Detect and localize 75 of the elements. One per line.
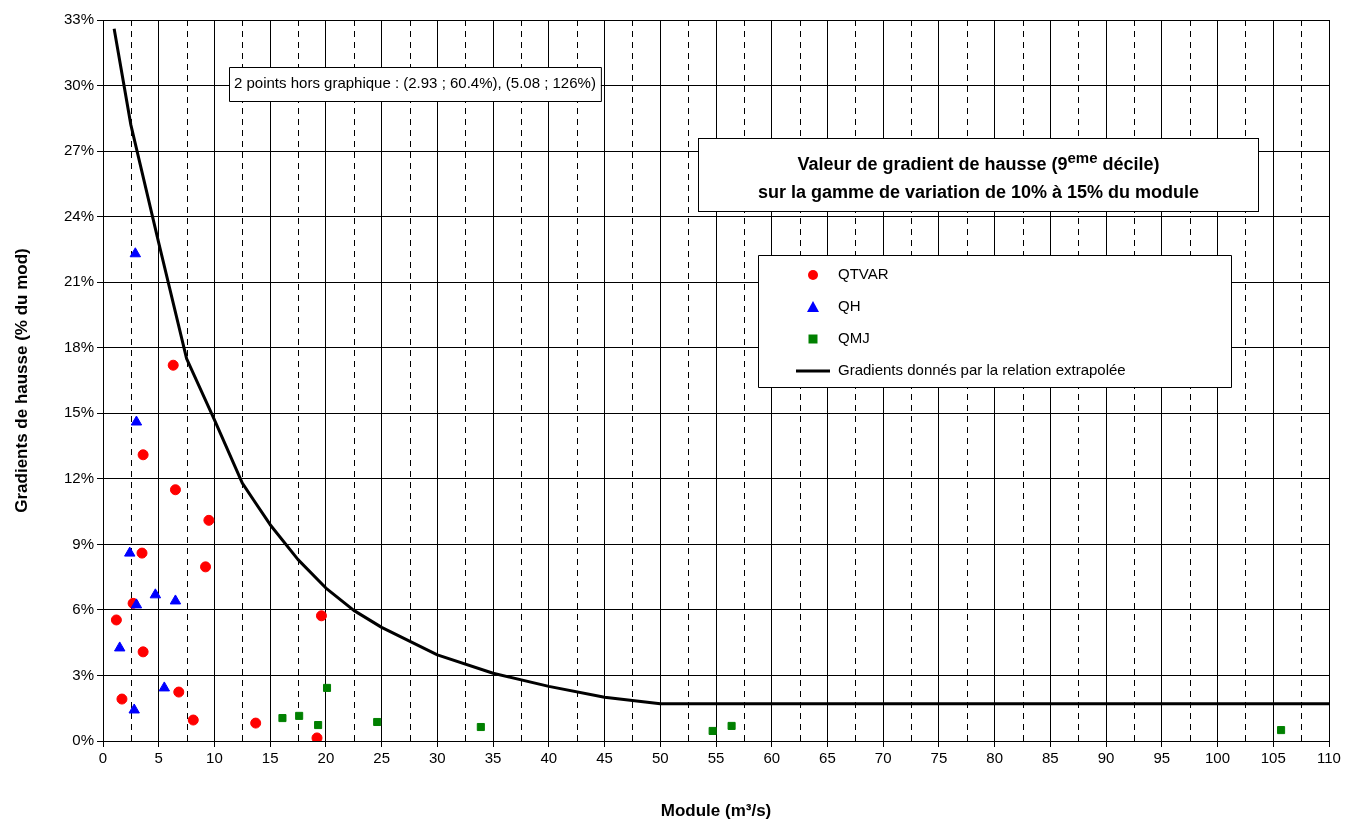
point	[158, 681, 170, 692]
annotation: 2 points hors graphique : (2.93 ; 60.4%), (5.08 ; 126%)	[234, 74, 596, 92]
point	[110, 614, 122, 626]
point	[167, 359, 179, 371]
point	[727, 721, 736, 730]
x-tick-label: 25	[373, 749, 390, 767]
x-tick-label: 20	[317, 749, 335, 767]
point	[708, 726, 717, 735]
point	[203, 514, 215, 526]
x-tick-label: 70	[874, 749, 892, 767]
legend-label: Gradients donnés par la relation extrapolée	[838, 361, 1126, 379]
point	[311, 732, 323, 741]
point	[149, 588, 162, 599]
y-tick-label: 18%	[63, 337, 94, 355]
x-tick-label: 50	[651, 749, 669, 767]
legend-label: QH	[838, 297, 861, 315]
point	[129, 247, 142, 258]
point	[130, 598, 143, 609]
y-tick-label: 21%	[63, 272, 94, 290]
x-tick-label: 60	[763, 749, 781, 767]
point	[124, 546, 136, 557]
x-tick-label: 40	[540, 749, 558, 767]
point	[169, 484, 181, 496]
x-tick-label: 80	[986, 749, 1003, 767]
point	[373, 717, 382, 727]
x-tick-label: 85	[1042, 749, 1059, 767]
legend-label: QTVAR	[838, 265, 889, 283]
point	[476, 722, 485, 732]
x-tick-label: 5	[154, 749, 163, 767]
legend-label: QMJ	[838, 329, 870, 347]
y-tick-label: 12%	[63, 468, 94, 486]
point	[116, 693, 128, 705]
point	[169, 594, 182, 605]
x-axis-title: Module (m³/s)	[660, 801, 772, 821]
x-tick-label: 10	[206, 749, 223, 767]
point	[250, 717, 262, 729]
y-tick-label: 24%	[63, 206, 94, 224]
y-tick-label: 9%	[72, 534, 94, 552]
point	[278, 714, 287, 723]
point	[322, 683, 332, 692]
x-tick-label: 100	[1205, 749, 1231, 767]
y-tick-label: 3%	[72, 665, 94, 683]
point	[137, 646, 149, 658]
point	[130, 415, 143, 426]
point	[187, 714, 199, 726]
point	[1277, 726, 1286, 735]
y-tick-label: 33%	[63, 10, 94, 28]
y-tick-label: 30%	[63, 75, 94, 93]
point	[136, 547, 148, 559]
title-frame: Valeur de gradient de hausse (9$^{eme}$ décile) sur la gamme de variation de 10% à 15% du module	[698, 138, 1259, 212]
x-tick-label: 30	[429, 749, 446, 767]
x-tick-label: 105	[1260, 749, 1286, 767]
x-tick-label: 65	[819, 749, 836, 767]
point	[314, 721, 323, 730]
y-tick-label: 0%	[72, 731, 94, 749]
x-tick-label: 45	[596, 749, 613, 767]
x-tick-label: 75	[930, 749, 948, 767]
x-tick-label: 55	[707, 749, 725, 767]
point	[315, 610, 327, 622]
x-tick-label: 95	[1153, 749, 1171, 767]
y-tick-label: 6%	[72, 600, 94, 618]
y-axis-title: Gradients de hausse (% du mod)	[11, 248, 31, 513]
x-tick-label: 90	[1097, 749, 1115, 767]
point	[114, 641, 126, 652]
point	[173, 686, 185, 698]
point	[200, 561, 212, 573]
x-tick-label: 15	[261, 749, 279, 767]
y-tick-label: 27%	[63, 141, 94, 159]
x-tick-label: 0	[98, 749, 108, 767]
y-tick-label: 15%	[63, 403, 94, 421]
point	[295, 711, 304, 720]
x-tick-label: 35	[484, 749, 502, 767]
point	[128, 703, 140, 714]
point	[137, 449, 149, 461]
x-tick-label: 110	[1317, 749, 1341, 767]
